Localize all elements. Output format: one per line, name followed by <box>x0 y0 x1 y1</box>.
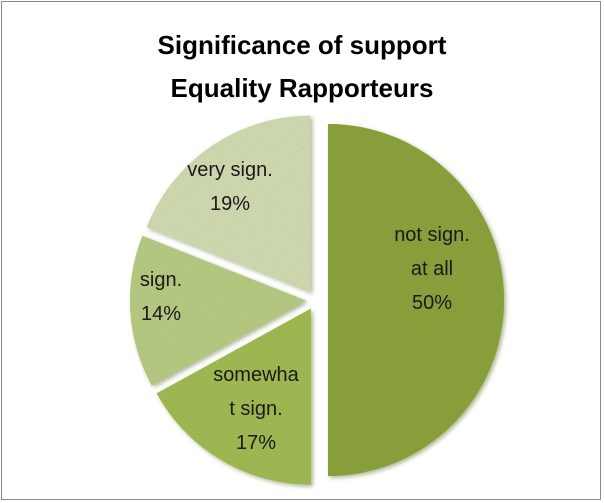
pie-slice-label-line: 19% <box>210 193 250 215</box>
pie-slice-label-line: 14% <box>141 303 181 325</box>
pie-slice-label-line: not sign. <box>394 224 470 246</box>
pie-slice-label-line: 17% <box>236 432 276 454</box>
pie-slice-label-line: at all <box>411 258 453 280</box>
pie-slice-label-2: sign. 14% <box>140 269 182 325</box>
pie-slice-texture-3 <box>146 115 311 292</box>
pie-slice-label-line: sign. <box>140 269 182 291</box>
pie-slice-label-line: t sign. <box>229 398 282 420</box>
pie-slice-texture-1 <box>156 308 311 485</box>
pie-slice-label-3: very sign. 19% <box>187 159 273 215</box>
pie-slice-texture-0 <box>328 124 504 476</box>
chart-title-line-1: Significance of support <box>157 30 447 60</box>
pie-slice-label-0: not sign. at all 50% <box>394 224 470 314</box>
pie-slice-label-line: 50% <box>412 292 452 314</box>
pie-slice-texture-2 <box>130 235 307 386</box>
pie-slice-label-1: somewha t sign. 17% <box>213 364 299 454</box>
chart-title-line-2: Equality Rapporteurs <box>170 73 434 103</box>
pie-slice-label-line: somewha <box>213 364 299 386</box>
pie-slice-label-line: very sign. <box>187 159 273 181</box>
